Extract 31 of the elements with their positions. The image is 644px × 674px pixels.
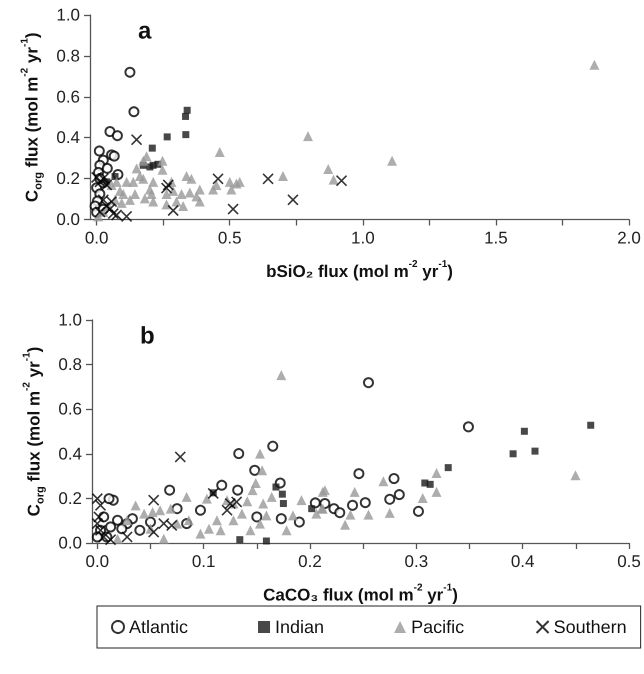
y-tick-label: 0.2 (58, 488, 82, 508)
y-tick-label: 0.8 (56, 46, 80, 66)
x-tick-label: 0.0 (84, 228, 108, 248)
y-tick-label: 0.8 (58, 355, 82, 374)
y-tick-label: 0.2 (56, 169, 80, 188)
x-tick-label: 0.1 (192, 552, 216, 571)
legend-label: Pacific (411, 617, 464, 637)
y-tick-label: 0.4 (56, 128, 80, 148)
annotation: a (138, 18, 152, 44)
y-tick-label: 1.0 (58, 310, 82, 330)
y-tick-label: 0.4 (58, 444, 82, 464)
x-tick-label: 1.0 (351, 228, 375, 248)
x-tick-label: 0.5 (218, 228, 242, 248)
y-axis-title: Corg flux (mol m-2 yr-1) (22, 346, 46, 516)
x-tick-label: 0.5 (617, 552, 641, 571)
y-tick-label: 0.0 (56, 210, 80, 229)
x-tick-label: 0.3 (404, 552, 428, 571)
annotation: b (140, 322, 155, 350)
y-tick-label: 0.0 (58, 534, 82, 552)
x-tick-label: 1.5 (484, 228, 508, 248)
x-tick-label: 2.0 (617, 228, 641, 248)
y-tick-label: 0.6 (56, 87, 80, 106)
x-tick-label: 0.2 (298, 552, 322, 571)
y-axis-title: Corg flux (mol m-2 yr-1) (20, 32, 44, 202)
legend-label: Indian (275, 617, 324, 637)
legend-label: Southern (554, 617, 627, 637)
y-tick-label: 0.6 (58, 400, 82, 419)
y-tick-label: 1.0 (56, 6, 80, 24)
legend-label: Atlantic (129, 617, 188, 637)
x-tick-label: 0.4 (510, 552, 534, 571)
x-tick-label: 0.0 (85, 552, 110, 571)
